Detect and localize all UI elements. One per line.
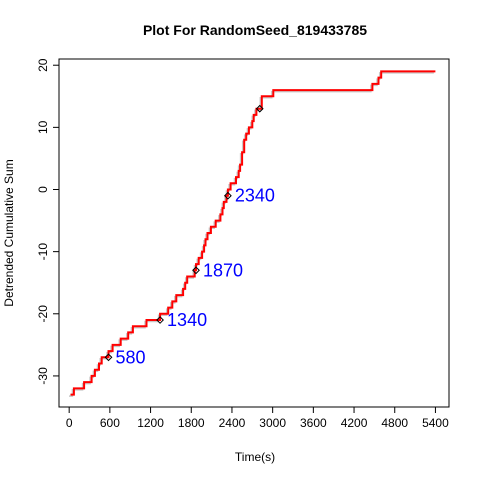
x-tick-label: 600 xyxy=(100,416,120,430)
x-tick-label: 4800 xyxy=(381,416,408,430)
x-axis: 0 600 1200 1800 2400 3000 3600 4200 4800 5400 xyxy=(66,407,449,430)
y-tick-label: 0 xyxy=(36,186,50,193)
x-tick-label: 4200 xyxy=(341,416,368,430)
series-line xyxy=(71,71,436,394)
x-tick-label: 0 xyxy=(66,416,73,430)
x-tick-label: 1200 xyxy=(137,416,164,430)
y-tick-label: 20 xyxy=(36,58,50,72)
x-tick-label: 2400 xyxy=(219,416,246,430)
plot-area: 580 1340 1870 2340 xyxy=(69,71,435,396)
y-axis: -30 -20 -10 0 10 20 xyxy=(36,58,59,384)
annotation-label: 1340 xyxy=(167,310,207,330)
y-axis-label: Detrended Cumulative Sum xyxy=(2,159,16,306)
x-tick-label: 5400 xyxy=(422,416,449,430)
chart-title: Plot For RandomSeed_819433785 xyxy=(143,22,367,38)
y-tick-label: -30 xyxy=(36,367,50,385)
x-axis-label: Time(s) xyxy=(235,450,275,464)
y-tick-label: -10 xyxy=(36,243,50,261)
x-tick-label: 1800 xyxy=(178,416,205,430)
annotation-label: 2340 xyxy=(235,186,275,206)
annotation-label: 580 xyxy=(116,347,146,367)
x-tick-label: 3600 xyxy=(300,416,327,430)
y-tick-label: -20 xyxy=(36,305,50,323)
x-tick-label: 3000 xyxy=(259,416,286,430)
annotation-label: 1870 xyxy=(203,260,243,280)
y-tick-label: 10 xyxy=(36,120,50,134)
